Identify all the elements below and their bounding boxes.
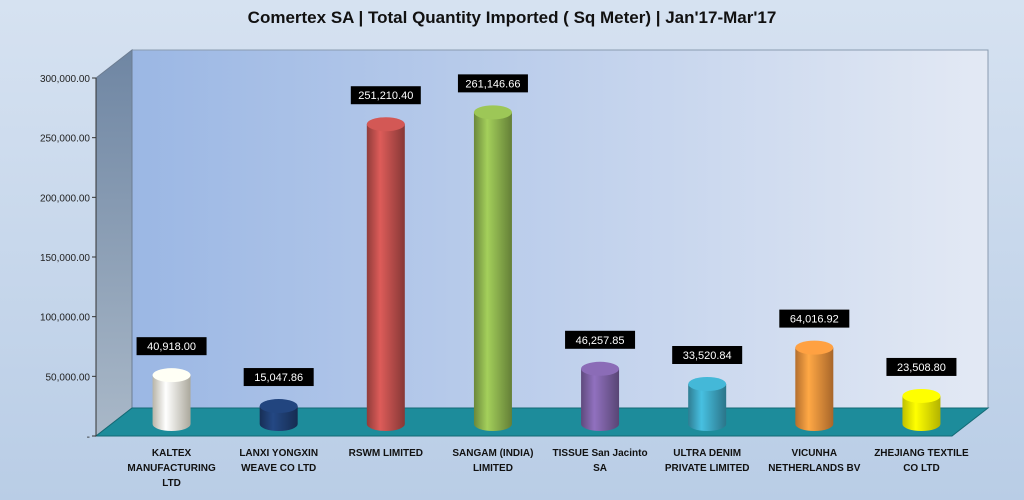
floor — [96, 408, 988, 436]
data-label: 46,257.85 — [576, 335, 625, 347]
y-tick-label: 200,000.00 — [40, 193, 90, 204]
bar-top — [581, 362, 619, 376]
bar-top — [474, 105, 512, 119]
data-label: 261,146.66 — [465, 78, 520, 90]
category-label: VICUNHA NETHERLANDS BV — [768, 448, 861, 474]
y-tick-label: 300,000.00 — [40, 74, 90, 85]
data-label: 40,918.00 — [147, 341, 196, 353]
bar-3 — [367, 117, 405, 431]
bar-2 — [260, 399, 298, 431]
bar-top — [153, 368, 191, 382]
bar-top — [795, 341, 833, 355]
category-label: RSWM LIMITED — [349, 448, 423, 459]
y-tick-label: 50,000.00 — [46, 372, 91, 383]
category-label: SANGAM (INDIA) LIMITED — [452, 448, 533, 474]
category-label: LANXI YONGXIN WEAVE CO LTD — [239, 448, 318, 474]
y-tick-label: 100,000.00 — [40, 313, 90, 324]
side-wall — [96, 50, 132, 436]
bar-top — [367, 117, 405, 131]
category-label: KALTEX MANUFACTURING LTD — [127, 448, 216, 489]
bar-body — [367, 124, 405, 431]
data-label: 33,520.84 — [683, 350, 732, 362]
bar-body — [153, 375, 191, 431]
bar-body — [474, 112, 512, 431]
category-label: TISSUE San Jacinto SA — [553, 448, 648, 474]
data-label: 15,047.86 — [254, 372, 303, 384]
y-tick-label: 250,000.00 — [40, 134, 90, 145]
bar-1 — [153, 368, 191, 431]
bar-5 — [581, 362, 619, 431]
back-wall — [132, 50, 988, 408]
bar-top — [688, 377, 726, 391]
bar-body — [688, 384, 726, 431]
data-label: 251,210.40 — [358, 90, 413, 102]
bar-top — [260, 399, 298, 413]
bar-body — [581, 369, 619, 431]
category-label: ULTRA DENIM PRIVATE LIMITED — [665, 448, 750, 474]
y-tick-label: 150,000.00 — [40, 253, 90, 264]
bar-4 — [474, 105, 512, 431]
data-label: 23,508.80 — [897, 362, 946, 374]
bar-8 — [902, 389, 940, 431]
data-label: 64,016.92 — [790, 314, 839, 326]
bar-top — [902, 389, 940, 403]
bar-6 — [688, 377, 726, 431]
bar-7 — [795, 341, 833, 431]
bar-body — [795, 348, 833, 431]
y-tick-label: - — [87, 432, 90, 443]
category-label: ZHEJIANG TEXTILE CO LTD — [874, 448, 969, 474]
